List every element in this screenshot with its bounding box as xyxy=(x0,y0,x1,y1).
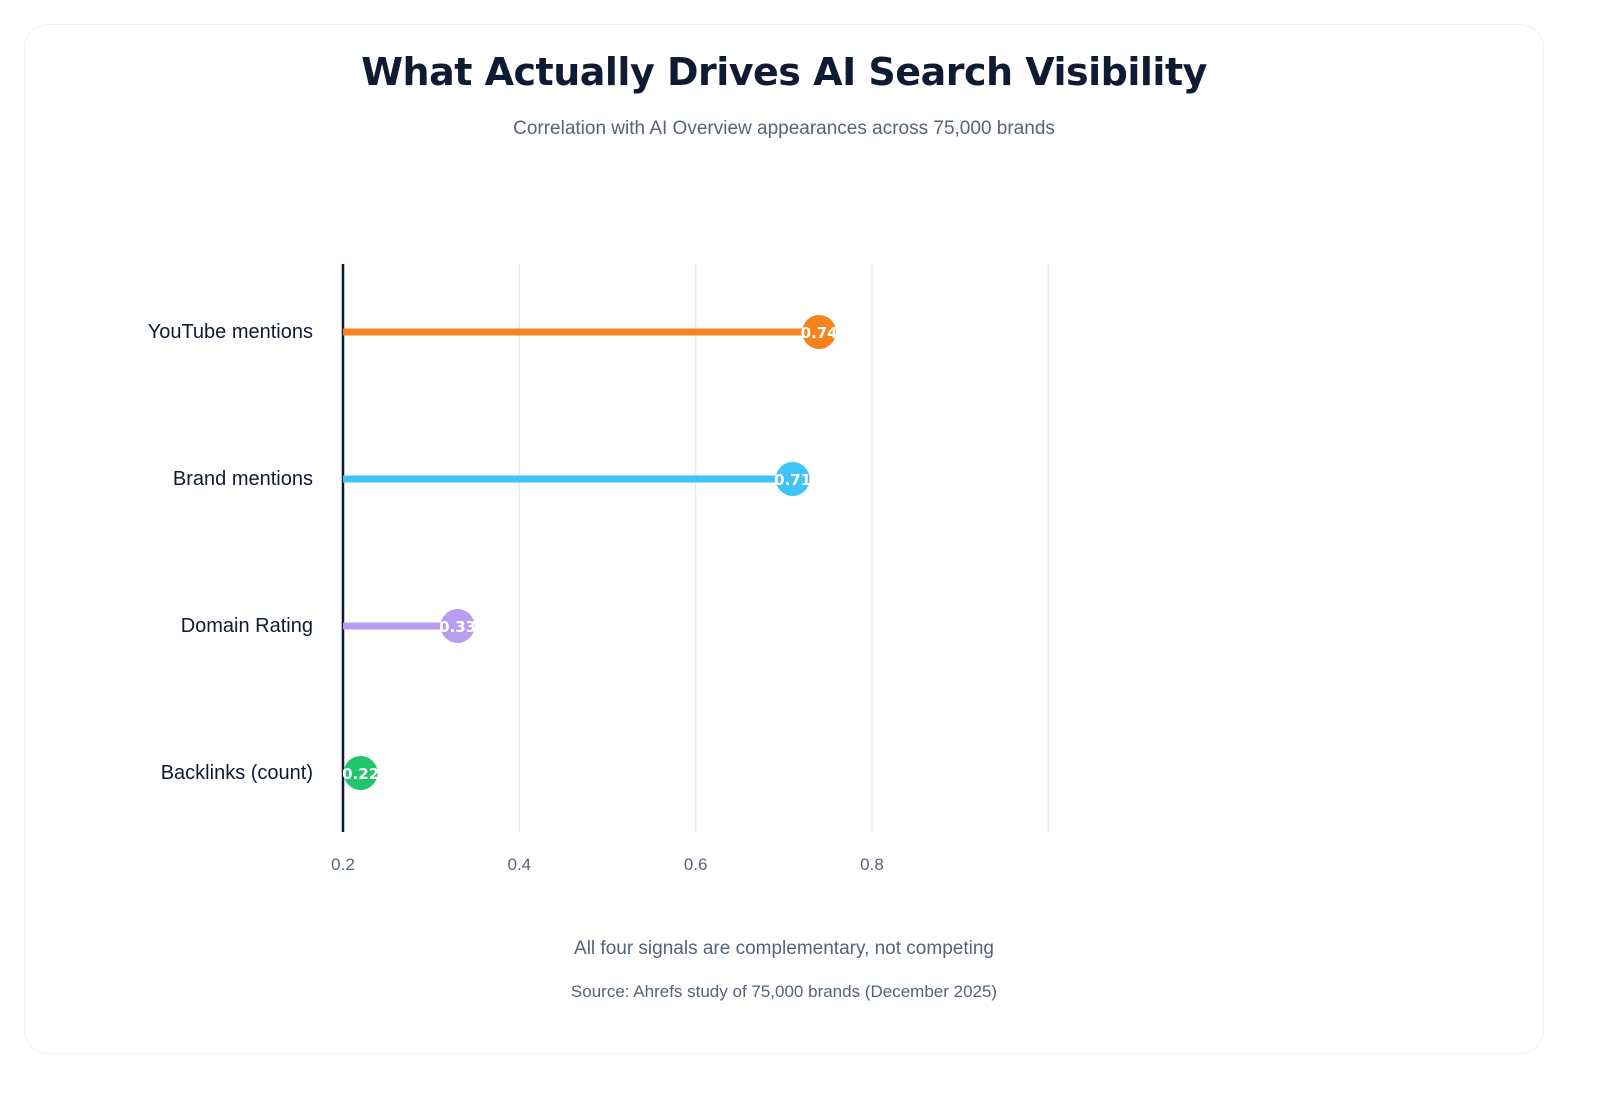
chart-source: Source: Ahrefs study of 75,000 brands (D… xyxy=(570,982,998,1001)
data-label: 0.74 xyxy=(801,324,838,342)
data-label: 0.33 xyxy=(439,618,476,636)
chart-title: What Actually Drives AI Search Visibilit… xyxy=(361,50,1207,94)
chart-card xyxy=(24,24,1544,1054)
chart-footnote: All four signals are complementary, not … xyxy=(574,938,994,959)
chart-subtitle: Correlation with AI Overview appearances… xyxy=(513,118,1055,139)
x-tick-label: 0.4 xyxy=(508,855,532,874)
x-tick-label: 0.2 xyxy=(331,855,355,874)
lollipop-dot xyxy=(802,315,837,349)
category-label: Backlinks (count) xyxy=(161,762,313,784)
lollipop-dot xyxy=(440,609,475,643)
lollipop-dot xyxy=(775,462,810,496)
lollipop-dot xyxy=(343,756,378,790)
category-label: YouTube mentions xyxy=(148,321,313,343)
data-label: 0.22 xyxy=(342,765,379,783)
category-label: Brand mentions xyxy=(173,468,313,490)
data-label: 0.71 xyxy=(774,471,811,489)
x-tick-label: 0.6 xyxy=(684,855,708,874)
category-label: Domain Rating xyxy=(181,615,313,637)
x-tick-label: 0.8 xyxy=(860,855,884,874)
